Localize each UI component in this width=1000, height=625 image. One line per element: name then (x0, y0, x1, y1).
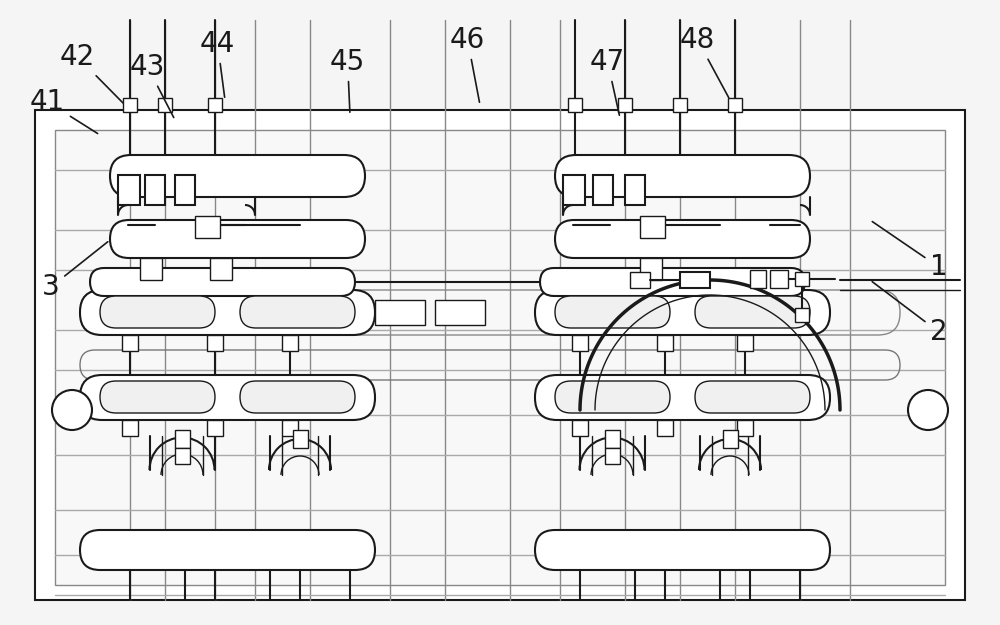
Bar (795, 272, 809, 286)
Bar (375, 300, 425, 325)
Bar (750, 270, 766, 288)
FancyBboxPatch shape (695, 296, 810, 328)
Text: 41: 41 (30, 88, 98, 134)
FancyBboxPatch shape (110, 220, 365, 258)
Text: 46: 46 (450, 26, 485, 102)
Text: 43: 43 (130, 53, 174, 118)
Text: 48: 48 (680, 26, 729, 98)
FancyBboxPatch shape (535, 530, 830, 570)
Bar (208, 98, 222, 112)
Bar (175, 175, 195, 205)
Bar (435, 300, 485, 325)
Bar (630, 272, 650, 288)
FancyBboxPatch shape (80, 290, 375, 335)
FancyBboxPatch shape (240, 381, 355, 413)
Bar (568, 98, 582, 112)
Bar (572, 420, 588, 436)
Bar (207, 420, 223, 436)
Bar (282, 420, 298, 436)
Bar (680, 272, 710, 288)
Bar (282, 335, 298, 351)
Text: 44: 44 (200, 30, 235, 98)
Bar (293, 430, 308, 448)
Bar (140, 258, 162, 280)
Circle shape (908, 390, 948, 430)
Bar (737, 335, 753, 351)
Bar (123, 98, 137, 112)
Bar (122, 420, 138, 436)
Bar (210, 258, 232, 280)
Text: 2: 2 (872, 282, 948, 346)
Bar (625, 175, 645, 205)
FancyBboxPatch shape (540, 268, 805, 296)
FancyBboxPatch shape (535, 375, 830, 420)
FancyBboxPatch shape (555, 381, 670, 413)
Bar (673, 98, 687, 112)
Bar (795, 308, 809, 322)
Bar (657, 335, 673, 351)
Bar (563, 175, 585, 205)
Text: 45: 45 (330, 48, 365, 112)
Bar (175, 430, 190, 448)
FancyBboxPatch shape (80, 375, 375, 420)
Bar (728, 98, 742, 112)
Bar (605, 430, 620, 448)
FancyBboxPatch shape (695, 381, 810, 413)
FancyBboxPatch shape (555, 296, 670, 328)
FancyBboxPatch shape (80, 530, 375, 570)
Bar (195, 216, 220, 238)
Text: 42: 42 (60, 43, 123, 103)
Bar (640, 258, 662, 280)
Bar (118, 175, 140, 205)
Bar (618, 98, 632, 112)
FancyBboxPatch shape (110, 155, 365, 197)
Bar (737, 420, 753, 436)
Text: 1: 1 (872, 222, 948, 281)
FancyBboxPatch shape (555, 155, 810, 197)
Bar (640, 216, 665, 238)
Bar (593, 175, 613, 205)
Bar (55, 130, 945, 585)
Text: 47: 47 (590, 48, 625, 115)
FancyBboxPatch shape (100, 381, 215, 413)
Bar (770, 270, 788, 288)
Text: 3: 3 (42, 242, 108, 301)
Bar (657, 420, 673, 436)
Circle shape (52, 390, 92, 430)
Bar (35, 110, 965, 600)
FancyBboxPatch shape (535, 290, 830, 335)
Bar (122, 335, 138, 351)
Bar (175, 448, 190, 464)
Bar (723, 430, 738, 448)
FancyBboxPatch shape (90, 268, 355, 296)
FancyBboxPatch shape (240, 296, 355, 328)
Bar (572, 335, 588, 351)
Bar (145, 175, 165, 205)
Bar (605, 448, 620, 464)
FancyBboxPatch shape (100, 296, 215, 328)
FancyBboxPatch shape (555, 220, 810, 258)
Bar (158, 98, 172, 112)
Bar (207, 335, 223, 351)
